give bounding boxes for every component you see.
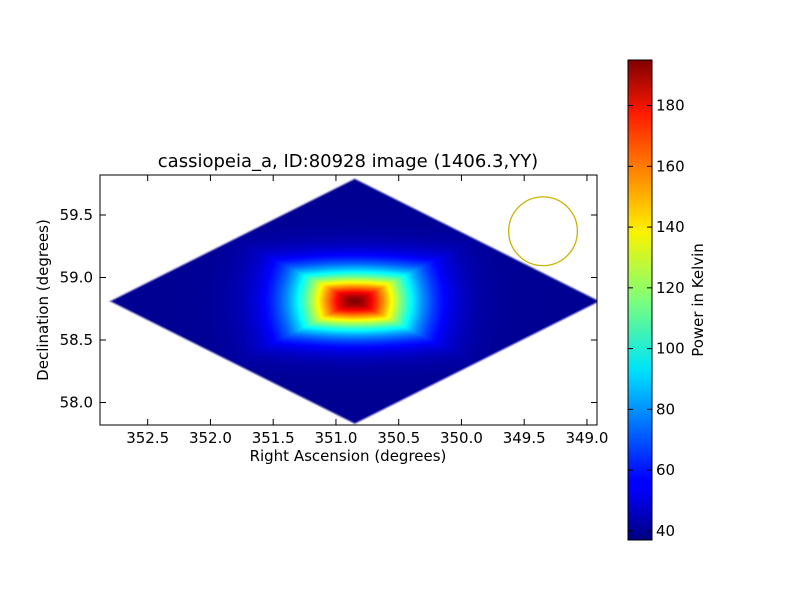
y-tick-label: 58.5 [60,331,93,349]
colorbar-tick-label: 120 [656,279,685,297]
colorbar-ticks: 40 60 80 100 120 140 160 180 [628,97,685,540]
colorbar-tick-label: 180 [656,97,685,115]
x-tick-label: 351.5 [252,429,295,447]
plot-area: 352.5 352.0 351.5 351.0 350.5 350.0 349.5 349.0… [60,174,608,447]
x-tick-label: 349.5 [503,429,546,447]
y-axis: 58.0 58.5 59.0 59.5 [60,206,597,412]
x-tick-label: 349.0 [565,429,608,447]
x-tick-label: 352.5 [126,429,169,447]
x-tick-label: 350.0 [440,429,483,447]
x-tick-label: 352.0 [189,429,232,447]
y-axis-label: Declination (degrees) [34,219,52,381]
colorbar-label: Power in Kelvin [689,243,707,357]
colorbar-tick-label: 160 [656,157,685,175]
y-tick-label: 59.0 [60,269,93,287]
x-tick-label: 350.5 [377,429,420,447]
colorbar-frame [627,59,653,541]
x-tick-label: 351.0 [314,429,357,447]
colorbar-tick-label: 100 [656,340,685,358]
annotation-circle [508,196,579,267]
x-axis: 352.5 352.0 351.5 351.0 350.5 350.0 349.5 349.0 [126,175,608,447]
heatmap-image [100,175,597,425]
colorbar-tick-label: 60 [656,461,675,479]
x-axis-label: Right Ascension (degrees) [250,447,447,465]
colorbar: 40 60 80 100 120 140 160 180 Power in Kelvin [627,59,707,541]
colorbar-gradient [628,60,652,540]
colorbar-tick-label: 140 [656,218,685,236]
y-tick-label: 58.0 [60,394,93,412]
plot-frame [99,174,598,426]
chart-title: cassiopeia_a, ID:80928 image (1406.3,YY) [158,151,538,172]
colorbar-tick-label: 80 [656,400,675,418]
colorbar-tick-label: 40 [656,522,675,540]
y-tick-label: 59.5 [60,206,93,224]
